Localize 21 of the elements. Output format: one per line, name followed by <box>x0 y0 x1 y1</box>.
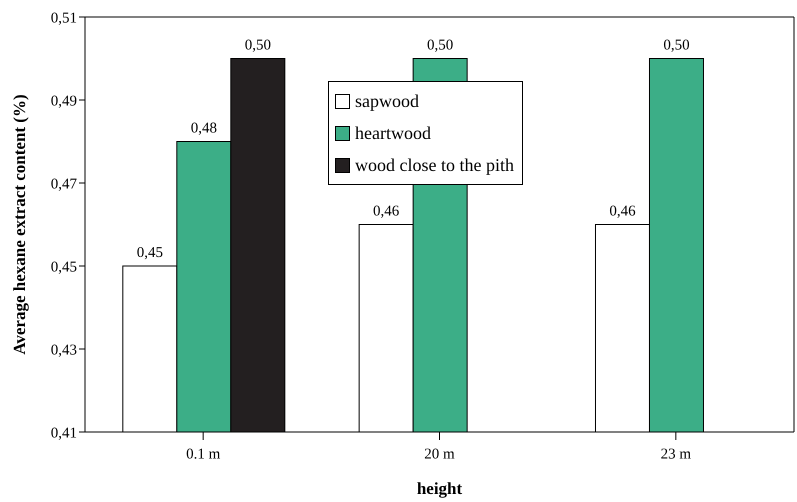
legend-label: wood close to the pith <box>355 154 514 176</box>
data-label: 0,50 <box>663 38 690 54</box>
x-tick-label: 23 m <box>660 446 692 463</box>
y-tick-label: 0,41 <box>50 425 77 442</box>
y-tick-label: 0,47 <box>50 176 78 192</box>
x-axis-title: height <box>416 479 463 498</box>
y-tick-label: 0,49 <box>50 93 77 110</box>
data-label: 0,46 <box>609 204 636 220</box>
data-label: 0,46 <box>373 204 400 220</box>
y-tick-label: 0,43 <box>50 342 77 358</box>
y-tick-label: 0,45 <box>50 259 77 276</box>
data-label: 0,48 <box>190 120 217 136</box>
x-tick-label: 20 m <box>424 446 456 463</box>
y-axis-title: Average hexane extract content (%) <box>10 94 30 355</box>
y-tick-label: 0,51 <box>50 10 77 26</box>
x-tick-label: 0.1 m <box>186 446 221 463</box>
legend-label: sapwood <box>355 90 419 112</box>
data-label: 0,45 <box>136 245 163 261</box>
data-label: 0,50 <box>244 38 271 54</box>
data-label: 0,50 <box>427 38 454 54</box>
legend-label: heartwood <box>355 122 431 144</box>
